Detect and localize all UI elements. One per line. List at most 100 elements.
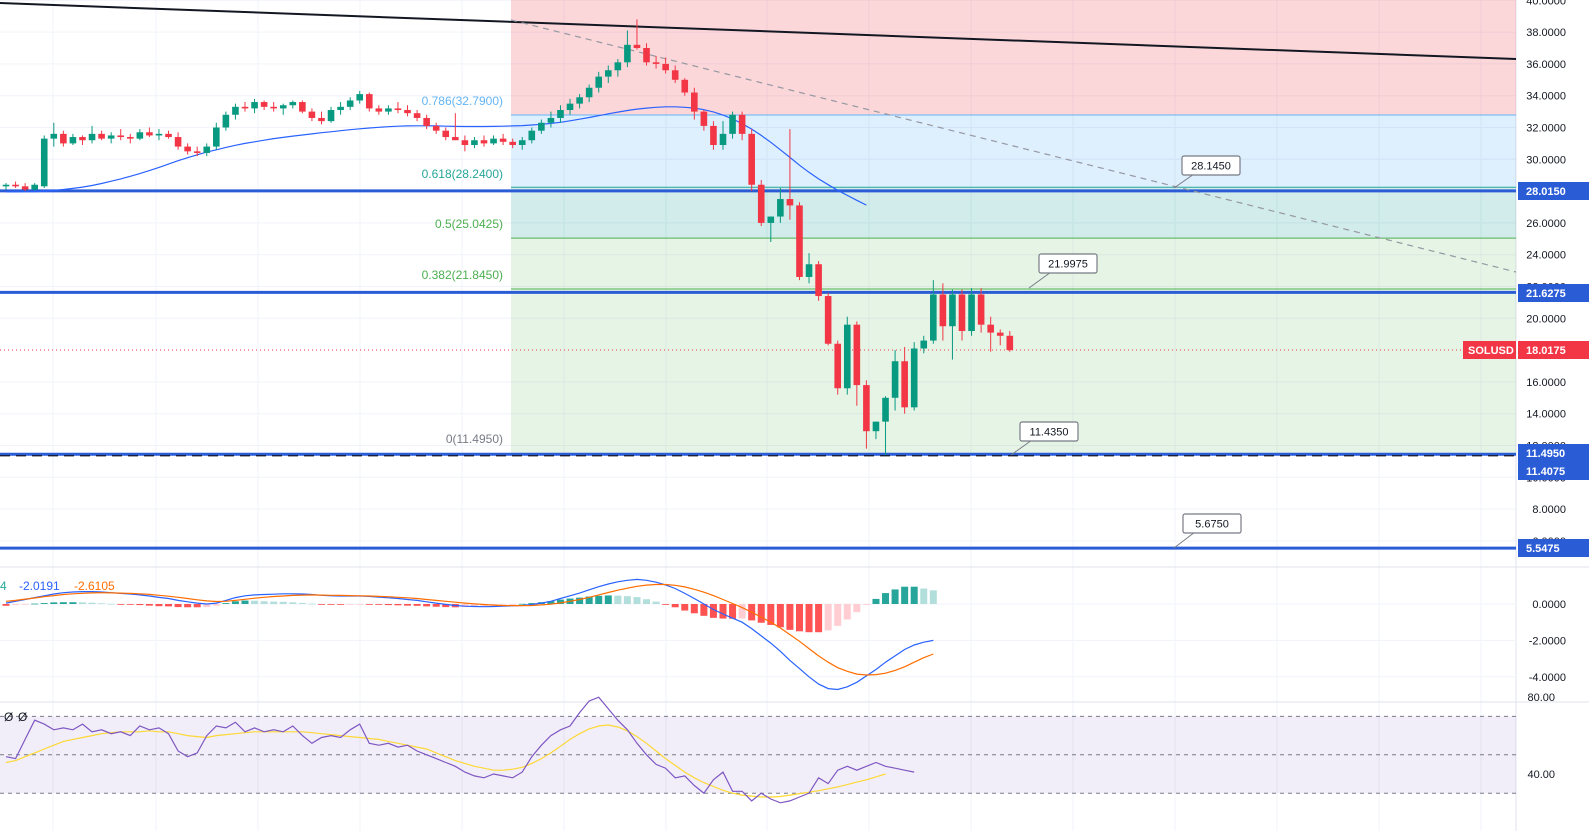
price-tick-label: 32.0000 bbox=[1526, 123, 1566, 135]
macd-histogram-bar bbox=[203, 604, 211, 608]
candle-body bbox=[863, 385, 870, 432]
macd-histogram-bar bbox=[709, 604, 717, 618]
fib-zone-500-0 bbox=[511, 238, 1516, 454]
candle-body bbox=[222, 114, 230, 128]
candle-body bbox=[614, 62, 622, 71]
candle-body bbox=[796, 205, 803, 277]
macd-line bbox=[5, 578, 934, 691]
macd-histogram-bar bbox=[145, 604, 153, 606]
macd-histogram-bar bbox=[901, 586, 909, 604]
candle-body bbox=[595, 76, 603, 88]
downtrend-line bbox=[0, 2, 1517, 60]
candle-body bbox=[31, 184, 38, 190]
macd-histogram-bar bbox=[279, 601, 287, 604]
macd-tick-label: -4.0000 bbox=[1529, 672, 1566, 684]
candle-body bbox=[757, 184, 765, 223]
candle-body bbox=[872, 421, 880, 432]
candle-body bbox=[939, 294, 947, 327]
fib-level-label: 0.618(28.2400) bbox=[422, 167, 503, 181]
candle-body bbox=[213, 127, 220, 147]
candle-body bbox=[107, 135, 115, 139]
candle-body bbox=[98, 133, 105, 139]
macd-histogram-bar bbox=[604, 595, 612, 604]
candle-body bbox=[834, 343, 842, 389]
macd-histogram-bar bbox=[442, 604, 450, 608]
candle-body bbox=[184, 146, 191, 152]
candle-body bbox=[987, 324, 994, 333]
candle-body bbox=[327, 110, 335, 122]
last-price-tag-label: 18.0175 bbox=[1526, 345, 1566, 357]
candle-body bbox=[279, 105, 287, 109]
macd-histogram-bar bbox=[337, 604, 345, 605]
macd-histogram-bar bbox=[757, 604, 765, 623]
candle-body bbox=[232, 106, 239, 115]
candle-body bbox=[2, 184, 10, 187]
candle-body bbox=[337, 106, 344, 111]
macd-histogram-bar bbox=[499, 604, 507, 605]
macd-histogram-bar bbox=[69, 602, 77, 604]
price-tag-label: 21.6275 bbox=[1526, 288, 1566, 300]
macd-histogram-bar bbox=[929, 590, 937, 604]
price-tick-label: 16.0000 bbox=[1526, 377, 1566, 389]
candle-body bbox=[40, 138, 48, 187]
candle-body bbox=[136, 132, 144, 139]
candle-body bbox=[681, 79, 689, 93]
macd-histogram-bar bbox=[509, 604, 517, 605]
callout-label: 28.1450 bbox=[1191, 161, 1231, 173]
macd-histogram-bar bbox=[12, 604, 20, 605]
price-callouts[interactable]: 28.1450 21.9975 11.4350 5.6750 bbox=[1010, 155, 1242, 549]
macd-histogram-bar bbox=[528, 603, 536, 604]
candle-body bbox=[126, 137, 134, 139]
symbol-tag bbox=[1463, 341, 1516, 359]
macd-histogram-bar bbox=[88, 602, 96, 604]
fib-zone-786-618 bbox=[511, 114, 1516, 188]
macd-histogram-bar bbox=[78, 602, 86, 604]
candle-body bbox=[528, 130, 536, 141]
rsi-line bbox=[5, 696, 915, 804]
macd-histogram-bar bbox=[298, 602, 306, 604]
horizontal-levels[interactable] bbox=[0, 189, 1516, 550]
macd-histogram-bar bbox=[107, 603, 115, 605]
macd-histogram-bar bbox=[413, 604, 421, 606]
macd-histogram-bar bbox=[423, 604, 431, 607]
candle-body bbox=[557, 110, 564, 118]
candle-body bbox=[260, 102, 268, 107]
callout-box bbox=[1019, 421, 1079, 442]
price-axis[interactable]: 40.0000 38.0000 36.0000 34.0000 32.0000 30.00… bbox=[1463, 0, 1589, 557]
macd-histogram-bar bbox=[260, 601, 268, 604]
candle-body bbox=[671, 70, 679, 80]
macd-histogram-bar bbox=[317, 604, 325, 605]
macd-histogram-bar bbox=[843, 604, 851, 620]
candle-body bbox=[442, 130, 450, 138]
macd-histogram-bar bbox=[576, 597, 584, 604]
candle-body bbox=[346, 100, 354, 107]
candle-body bbox=[289, 102, 297, 106]
macd-histogram-bar bbox=[193, 604, 201, 608]
price-tag-label: 28.0150 bbox=[1526, 186, 1566, 198]
price-tick-label: 26.0000 bbox=[1526, 218, 1566, 230]
price-tick-label: 34.0000 bbox=[1526, 91, 1566, 103]
candle-body bbox=[853, 324, 861, 386]
rsi-tick-label: 40.00 bbox=[1527, 769, 1555, 781]
macd-histogram-bar bbox=[834, 604, 842, 626]
callout-pointer bbox=[1028, 271, 1052, 289]
candle-body bbox=[700, 111, 708, 126]
macd-histogram-bar bbox=[270, 601, 278, 604]
candle-body bbox=[738, 114, 746, 134]
macd-histogram-bar bbox=[155, 604, 163, 607]
candle-body bbox=[432, 125, 440, 131]
price-tick-label: 30.0000 bbox=[1526, 154, 1566, 166]
macd-histogram-bar bbox=[585, 596, 593, 604]
rsi-tick-label: 80.00 bbox=[1527, 692, 1555, 704]
macd-histogram-bar bbox=[786, 604, 794, 630]
candle-body bbox=[662, 63, 669, 71]
trendlines[interactable] bbox=[0, 2, 1517, 351]
macd-histogram-bar bbox=[891, 589, 899, 604]
price-tag-label: 11.4950 bbox=[1526, 448, 1565, 460]
candle-body bbox=[308, 111, 316, 118]
candle-body bbox=[155, 133, 163, 136]
price-tag bbox=[1518, 444, 1589, 462]
macd-histogram-bar bbox=[767, 604, 775, 625]
price-tick-label: 40.0000 bbox=[1526, 0, 1566, 7]
